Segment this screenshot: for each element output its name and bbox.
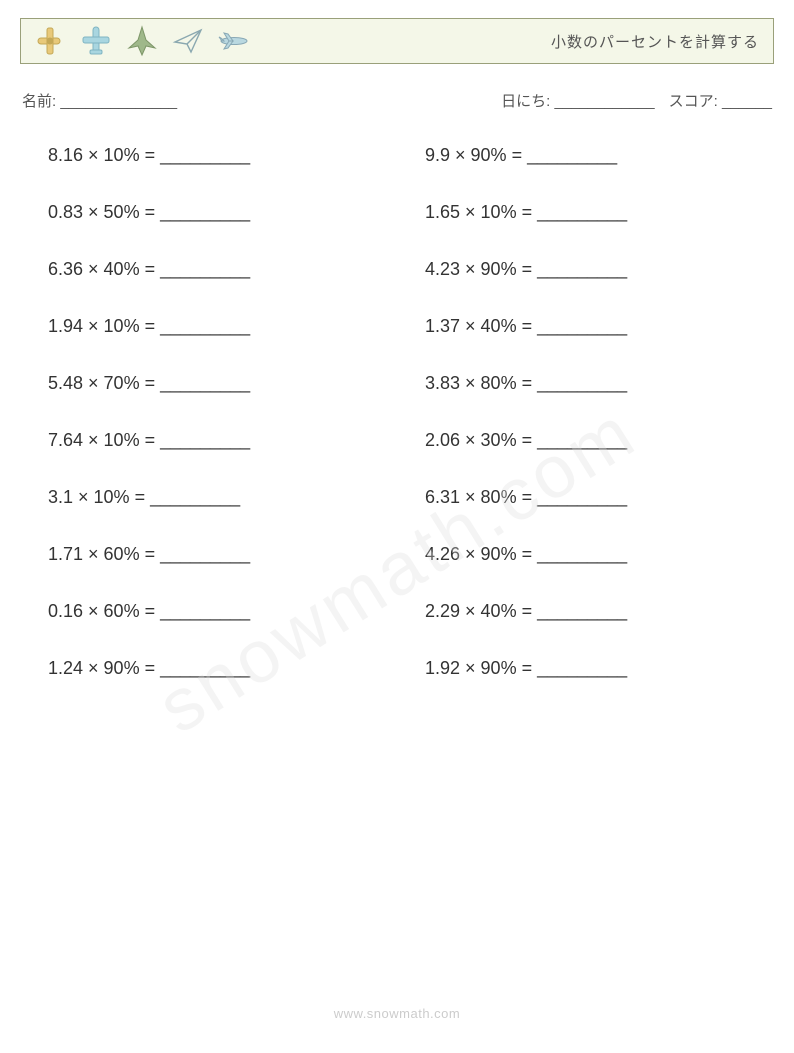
problem-item: 1.65 × 10% = _________ — [425, 202, 746, 223]
info-right: 日にち: ____________ スコア: ______ — [501, 90, 772, 111]
problem-item: 4.23 × 90% = _________ — [425, 259, 746, 280]
problem-item: 2.06 × 30% = _________ — [425, 430, 746, 451]
problem-item: 1.24 × 90% = _________ — [48, 658, 369, 679]
jet-green-icon — [123, 22, 161, 60]
worksheet-page: 小数のパーセントを計算する 名前: ______________ 日にち: __… — [0, 0, 794, 1053]
problem-item: 3.83 × 80% = _________ — [425, 373, 746, 394]
problem-item: 9.9 × 90% = _________ — [425, 145, 746, 166]
problem-item: 8.16 × 10% = _________ — [48, 145, 369, 166]
problem-item: 0.16 × 60% = _________ — [48, 601, 369, 622]
worksheet-title: 小数のパーセントを計算する — [551, 31, 759, 52]
problem-item: 6.36 × 40% = _________ — [48, 259, 369, 280]
icon-row — [31, 22, 253, 60]
problem-item: 6.31 × 80% = _________ — [425, 487, 746, 508]
score-field: スコア: ______ — [669, 90, 772, 111]
problem-item: 3.1 × 10% = _________ — [48, 487, 369, 508]
plane-yellow-icon — [31, 22, 69, 60]
problems-grid: 8.16 × 10% = _________ 9.9 × 90% = _____… — [20, 145, 774, 679]
problem-item: 5.48 × 70% = _________ — [48, 373, 369, 394]
problem-item: 1.71 × 60% = _________ — [48, 544, 369, 565]
name-field: 名前: ______________ — [22, 90, 177, 111]
problem-item: 1.94 × 10% = _________ — [48, 316, 369, 337]
header-box: 小数のパーセントを計算する — [20, 18, 774, 64]
plane-blue-icon — [77, 22, 115, 60]
airliner-icon — [215, 22, 253, 60]
problem-item: 0.83 × 50% = _________ — [48, 202, 369, 223]
date-field: 日にち: ____________ — [501, 90, 654, 111]
problem-item: 2.29 × 40% = _________ — [425, 601, 746, 622]
problem-item: 1.37 × 40% = _________ — [425, 316, 746, 337]
problem-item: 7.64 × 10% = _________ — [48, 430, 369, 451]
problem-item: 4.26 × 90% = _________ — [425, 544, 746, 565]
info-row: 名前: ______________ 日にち: ____________ スコア… — [22, 90, 772, 111]
problem-item: 1.92 × 90% = _________ — [425, 658, 746, 679]
paper-plane-icon — [169, 22, 207, 60]
footer-url: www.snowmath.com — [0, 1006, 794, 1021]
